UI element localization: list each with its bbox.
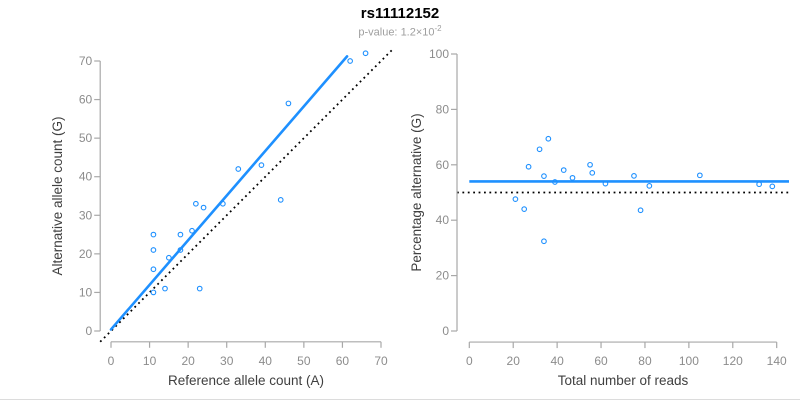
data-point xyxy=(193,200,199,207)
y-tick-label: 20 xyxy=(79,247,93,261)
x-tick-label: 0 xyxy=(466,354,473,368)
data-point xyxy=(646,183,653,189)
data-point xyxy=(545,135,552,142)
data-point xyxy=(150,289,157,296)
x-tick-label: 60 xyxy=(594,354,608,368)
regression-line xyxy=(109,55,349,331)
data-point xyxy=(631,173,637,179)
x-tick-label: 20 xyxy=(507,354,521,368)
y-tick-label: 0 xyxy=(442,324,449,338)
x-tick-label: 0 xyxy=(108,354,115,368)
x-tick-label: 10 xyxy=(143,354,157,368)
data-point xyxy=(277,197,284,203)
y-tick-label: 40 xyxy=(79,170,93,184)
data-point xyxy=(162,285,168,292)
data-point xyxy=(166,254,172,261)
x-axis-title: Total number of reads xyxy=(558,373,689,388)
identity-line xyxy=(99,49,393,343)
data-point xyxy=(769,183,776,190)
data-point xyxy=(541,238,547,245)
data-point xyxy=(552,179,558,185)
data-point xyxy=(569,174,576,181)
data-point xyxy=(541,173,547,180)
y-tick-label: 100 xyxy=(429,47,449,61)
x-tick-label: 40 xyxy=(259,354,273,368)
data-point xyxy=(525,163,532,170)
data-point xyxy=(177,231,184,238)
data-point xyxy=(189,227,195,234)
y-tick-label: 0 xyxy=(86,324,93,338)
y-axis-title: Percentage alternative (G) xyxy=(409,113,424,271)
data-point xyxy=(589,169,596,176)
data-point xyxy=(150,266,157,273)
data-point xyxy=(756,181,762,188)
data-point xyxy=(587,161,593,168)
data-point xyxy=(512,196,519,202)
data-point xyxy=(362,50,369,57)
data-point xyxy=(177,247,184,253)
y-tick-label: 20 xyxy=(436,269,450,283)
x-tick-label: 140 xyxy=(767,354,787,368)
pvalue-mantissa: 1.2×10 xyxy=(400,26,435,39)
y-tick-label: 30 xyxy=(79,208,93,222)
data-point xyxy=(347,58,353,64)
y-tick-label: 60 xyxy=(436,158,450,172)
y-tick-label: 60 xyxy=(79,93,93,107)
x-tick-label: 100 xyxy=(679,354,699,368)
pvalue-label: p-value: xyxy=(358,26,401,39)
data-point xyxy=(696,172,703,179)
x-tick-label: 40 xyxy=(550,354,564,368)
data-point xyxy=(560,167,567,173)
y-tick-label: 40 xyxy=(436,213,450,227)
data-point xyxy=(235,166,242,172)
data-point xyxy=(521,206,528,212)
data-point xyxy=(637,207,644,214)
x-tick-label: 60 xyxy=(336,354,350,368)
y-tick-label: 10 xyxy=(79,285,93,299)
data-point xyxy=(196,285,203,292)
x-tick-label: 70 xyxy=(374,354,388,368)
plot-subtitle: p-value: 1.2×10-2 xyxy=(0,24,800,39)
data-point xyxy=(220,200,226,207)
data-point xyxy=(200,204,207,211)
x-tick-label: 20 xyxy=(181,354,195,368)
y-tick-label: 50 xyxy=(79,131,93,145)
pvalue-exponent: -2 xyxy=(434,24,442,33)
data-point xyxy=(285,100,292,107)
data-point xyxy=(258,162,265,168)
x-axis-title: Reference allele count (A) xyxy=(168,373,324,388)
x-tick-label: 80 xyxy=(638,354,652,368)
x-tick-label: 50 xyxy=(297,354,311,368)
y-tick-label: 80 xyxy=(436,102,450,116)
x-tick-label: 120 xyxy=(723,354,743,368)
data-point xyxy=(150,231,157,238)
data-point xyxy=(150,247,157,253)
data-point xyxy=(602,180,609,187)
data-point xyxy=(536,146,543,153)
y-axis-title: Alternative allele count (G) xyxy=(50,116,65,275)
y-tick-label: 70 xyxy=(79,54,93,68)
plot-title: rs11112152 xyxy=(360,5,440,22)
x-tick-label: 30 xyxy=(220,354,234,368)
